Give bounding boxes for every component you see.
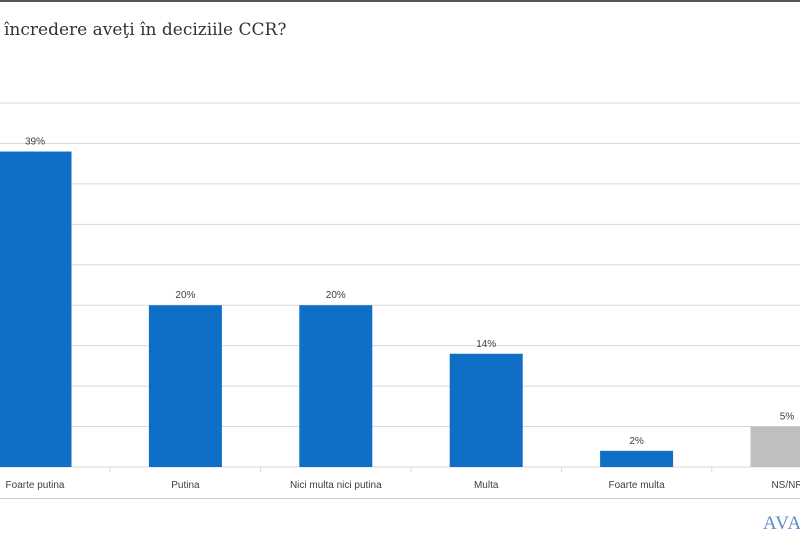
category-label-4: Foarte multa (609, 480, 666, 491)
bar-2 (299, 305, 372, 467)
category-label-0: Foarte putina (6, 480, 65, 491)
bar-4 (600, 451, 673, 467)
brand-logo: AVAN (763, 513, 800, 535)
category-label-3: Multa (474, 480, 499, 491)
bottom-border (0, 498, 800, 499)
bar-0 (0, 152, 72, 467)
data-label-4: 2% (629, 436, 644, 447)
bar-1 (149, 305, 222, 467)
bar-5 (751, 427, 800, 467)
data-label-1: 20% (175, 290, 195, 301)
category-label-5: NS/NR (771, 480, 800, 491)
category-label-1: Putina (171, 480, 200, 491)
data-label-5: 5% (780, 412, 795, 423)
bar-3 (450, 354, 523, 467)
data-label-0: 39% (25, 137, 45, 148)
category-label-2: Nici multa nici putina (290, 480, 382, 491)
data-label-2: 20% (326, 290, 346, 301)
data-label-3: 14% (476, 339, 496, 350)
